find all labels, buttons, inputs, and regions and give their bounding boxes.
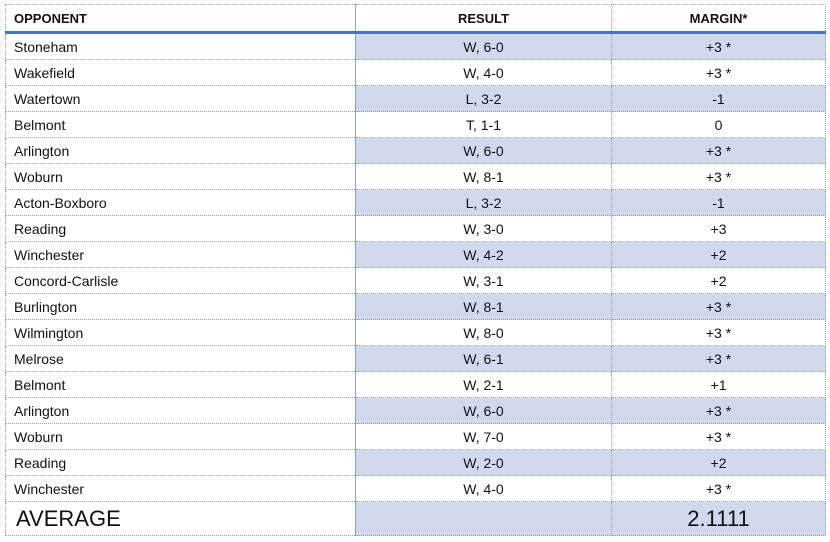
table-cell: W, 6-0 [355,397,612,424]
column-header: MARGIN* [611,4,826,34]
table-cell: +3 * [611,293,826,320]
table-row: Burlington W, 8-1 +3 * [5,293,826,320]
table-cell: +3 * [611,475,826,502]
table-cell: W, 7-0 [355,423,612,450]
table-cell: Winchester [5,475,356,502]
table-cell: -1 [611,85,826,112]
table-cell: W, 6-0 [355,137,612,164]
table-cell: +3 * [611,59,826,86]
table-cell: +3 * [611,345,826,372]
table-cell: L, 3-2 [355,189,612,216]
table-cell: Belmont [5,111,356,138]
table-cell: Wilmington [5,319,356,346]
table-row: Belmont T, 1-1 0 [5,111,826,138]
table-row: Reading W, 3-0 +3 [5,215,826,242]
table-cell: Arlington [5,397,356,424]
table-cell: W, 4-2 [355,241,612,268]
table-row: Woburn W, 8-1 +3 * [5,163,826,190]
column-header: OPPONENT [5,4,356,34]
table-body: Stoneham W, 6-0 +3 * Wakefield W, 4-0 +3 * Wat… [5,32,826,536]
table-cell: 0 [611,111,826,138]
table-cell: +3 * [611,423,826,450]
table-cell: W, 2-1 [355,371,612,398]
table-cell: +3 [611,215,826,242]
table-cell: Belmont [5,371,356,398]
table-cell: -1 [611,189,826,216]
footer-cell: 2.1111 [611,501,826,536]
table-cell: Concord-Carlisle [5,267,356,294]
table-row: Stoneham W, 6-0 +3 * [5,32,826,60]
table-cell: W, 2-0 [355,449,612,476]
table-cell: W, 4-0 [355,475,612,502]
table-row: Acton-Boxboro L, 3-2 -1 [5,189,826,216]
table-row: Woburn W, 7-0 +3 * [5,423,826,450]
table-row: Concord-Carlisle W, 3-1 +2 [5,267,826,294]
footer-cell: AVERAGE [5,501,356,536]
table-cell: +3 * [611,137,826,164]
table-row: Reading W, 2-0 +2 [5,449,826,476]
table-cell: Winchester [5,241,356,268]
table-cell: W, 6-1 [355,345,612,372]
table-cell: W, 3-0 [355,215,612,242]
table-cell: Arlington [5,137,356,164]
table-cell: Woburn [5,423,356,450]
table-cell: +3 * [611,319,826,346]
table-cell: +3 * [611,32,826,60]
header-row: OPPONENT RESULT MARGIN* [5,4,826,34]
table-cell: Wakefield [5,59,356,86]
table-row: Winchester W, 4-0 +3 * [5,475,826,502]
table-cell: W, 3-1 [355,267,612,294]
table-row: Watertown L, 3-2 -1 [5,85,826,112]
table-cell: Reading [5,215,356,242]
column-header: RESULT [355,4,612,34]
table-row: Belmont W, 2-1 +1 [5,371,826,398]
table-cell: +3 * [611,397,826,424]
table-cell: Stoneham [5,32,356,60]
table-cell: +2 [611,449,826,476]
table-row: Arlington W, 6-0 +3 * [5,397,826,424]
table-cell: W, 8-1 [355,163,612,190]
table-cell: Acton-Boxboro [5,189,356,216]
table-cell: +1 [611,371,826,398]
table-row: Melrose W, 6-1 +3 * [5,345,826,372]
table-cell: Burlington [5,293,356,320]
table-cell: W, 8-1 [355,293,612,320]
table-row: Wakefield W, 4-0 +3 * [5,59,826,86]
table-cell: W, 6-0 [355,32,612,60]
table-row: Wilmington W, 8-0 +3 * [5,319,826,346]
footer-cell [355,501,612,536]
table-cell: +2 [611,241,826,268]
table-cell: Woburn [5,163,356,190]
results-table: OPPONENT RESULT MARGIN* Stoneham W, 6-0 +3 *… [5,4,826,536]
table-cell: W, 8-0 [355,319,612,346]
table-cell: +2 [611,267,826,294]
table-cell: +3 * [611,163,826,190]
table-cell: T, 1-1 [355,111,612,138]
table-cell: W, 4-0 [355,59,612,86]
table-cell: Melrose [5,345,356,372]
footer-row: AVERAGE 2.1111 [5,501,826,536]
table-row: Winchester W, 4-2 +2 [5,241,826,268]
table-cell: Watertown [5,85,356,112]
table-row: Arlington W, 6-0 +3 * [5,137,826,164]
table-cell: L, 3-2 [355,85,612,112]
table-cell: Reading [5,449,356,476]
